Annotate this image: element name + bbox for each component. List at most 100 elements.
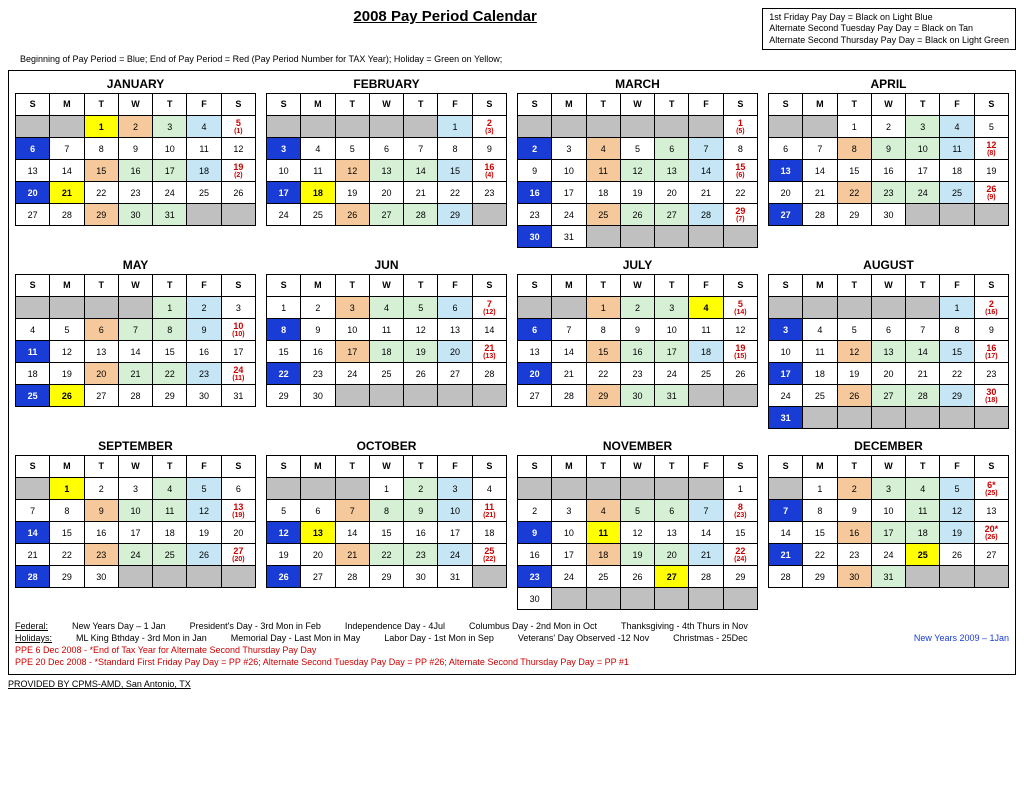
holiday-item: President's Day - 3rd Mon in Feb xyxy=(190,620,321,632)
day-header: W xyxy=(620,274,654,296)
day-cell: 8 xyxy=(267,318,301,340)
month-september: SEPTEMBERSMTWTFS12345678910111213(19)141… xyxy=(15,439,256,610)
day-header: M xyxy=(301,274,335,296)
day-cell: 27 xyxy=(518,384,552,406)
day-cell: 9 xyxy=(620,318,654,340)
day-cell: 12 xyxy=(50,340,84,362)
day-cell: 27 xyxy=(84,384,118,406)
day-cell: 8 xyxy=(940,318,974,340)
day-cell: 7 xyxy=(769,499,803,521)
day-cell: 26 xyxy=(940,543,974,565)
day-cell: 17 xyxy=(552,181,586,203)
day-cell: 8(23) xyxy=(723,499,757,521)
month-name: SEPTEMBER xyxy=(15,439,256,453)
day-cell xyxy=(16,477,50,499)
day-cell: 13 xyxy=(974,499,1008,521)
day-cell: 7 xyxy=(16,499,50,521)
day-cell: 19 xyxy=(335,181,369,203)
day-header: S xyxy=(221,274,255,296)
day-cell: 3 xyxy=(769,318,803,340)
month-november: NOVEMBERSMTWTFS12345678(23)9101112131415… xyxy=(517,439,758,610)
day-header: S xyxy=(16,274,50,296)
holiday-item: Christmas - 25Dec xyxy=(673,632,748,644)
day-header: S xyxy=(472,93,506,115)
holiday-item: ML King Bthday - 3rd Mon in Jan xyxy=(76,632,207,644)
month-name: DECEMBER xyxy=(768,439,1009,453)
day-cell: 3 xyxy=(153,115,187,137)
day-cell: 26 xyxy=(187,543,221,565)
day-cell: 4 xyxy=(153,477,187,499)
day-header: W xyxy=(118,93,152,115)
day-cell: 8 xyxy=(586,318,620,340)
day-cell: 3 xyxy=(552,499,586,521)
day-cell: 31 xyxy=(552,225,586,247)
month-name: OCTOBER xyxy=(266,439,507,453)
day-cell xyxy=(518,296,552,318)
day-cell: 3 xyxy=(438,477,472,499)
day-cell xyxy=(620,587,654,609)
day-cell: 8 xyxy=(84,137,118,159)
day-cell: 15 xyxy=(369,521,403,543)
day-cell xyxy=(472,565,506,587)
day-header: T xyxy=(404,274,438,296)
month-july: JULYSMTWTFS12345(14)67891011121314151617… xyxy=(517,258,758,429)
day-cell: 1 xyxy=(267,296,301,318)
day-cell: 20 xyxy=(655,543,689,565)
day-cell: 27 xyxy=(769,203,803,225)
day-cell xyxy=(50,115,84,137)
day-cell: 14 xyxy=(472,318,506,340)
day-cell: 8 xyxy=(153,318,187,340)
day-cell: 20 xyxy=(518,362,552,384)
holiday-item: Labor Day - 1st Mon in Sep xyxy=(384,632,494,644)
month-august: AUGUSTSMTWTFS12(16)345678910111213141516… xyxy=(768,258,1009,429)
day-cell: 30 xyxy=(187,384,221,406)
day-cell: 10 xyxy=(552,521,586,543)
day-cell xyxy=(723,225,757,247)
day-cell: 21 xyxy=(769,543,803,565)
day-cell: 23 xyxy=(620,362,654,384)
day-header: S xyxy=(518,455,552,477)
day-header: S xyxy=(769,455,803,477)
day-cell: 14 xyxy=(552,340,586,362)
day-cell xyxy=(369,384,403,406)
month-march: MARCHSMTWTFS1(5)23456789101112131415(6)1… xyxy=(517,77,758,248)
legend-line: Alternate Second Tuesday Pay Day = Black… xyxy=(769,23,1009,34)
day-cell: 5 xyxy=(404,296,438,318)
day-cell: 3 xyxy=(267,137,301,159)
day-cell: 14 xyxy=(16,521,50,543)
day-cell: 30 xyxy=(518,587,552,609)
day-cell: 25 xyxy=(586,565,620,587)
day-header: S xyxy=(769,93,803,115)
day-cell: 26 xyxy=(620,203,654,225)
day-cell: 17 xyxy=(153,159,187,181)
day-cell: 5 xyxy=(50,318,84,340)
day-cell: 10 xyxy=(335,318,369,340)
day-cell: 4 xyxy=(586,137,620,159)
day-cell: 8 xyxy=(723,137,757,159)
day-header: S xyxy=(472,455,506,477)
day-cell: 3 xyxy=(552,137,586,159)
day-header: T xyxy=(153,93,187,115)
day-cell: 21 xyxy=(552,362,586,384)
calendar-container: JANUARYSMTWTFS12345(1)678910111213141516… xyxy=(8,70,1016,676)
day-cell: 25 xyxy=(153,543,187,565)
day-header: T xyxy=(906,455,940,477)
day-cell: 16 xyxy=(620,340,654,362)
day-cell xyxy=(906,203,940,225)
day-cell: 20 xyxy=(16,181,50,203)
legend-box: 1st Friday Pay Day = Black on Light Blue… xyxy=(762,8,1016,50)
day-cell: 16 xyxy=(518,181,552,203)
day-cell: 10 xyxy=(552,159,586,181)
day-cell: 27 xyxy=(974,543,1008,565)
day-header: S xyxy=(518,274,552,296)
holiday-item: Veterans' Day Observed -12 Nov xyxy=(518,632,649,644)
day-cell: 22(24) xyxy=(723,543,757,565)
day-cell: 24 xyxy=(552,203,586,225)
day-cell: 6 xyxy=(871,318,905,340)
day-cell: 9 xyxy=(472,137,506,159)
day-cell: 3 xyxy=(655,296,689,318)
day-cell: 26 xyxy=(50,384,84,406)
day-header: M xyxy=(301,93,335,115)
day-cell: 13 xyxy=(301,521,335,543)
day-header: S xyxy=(769,274,803,296)
